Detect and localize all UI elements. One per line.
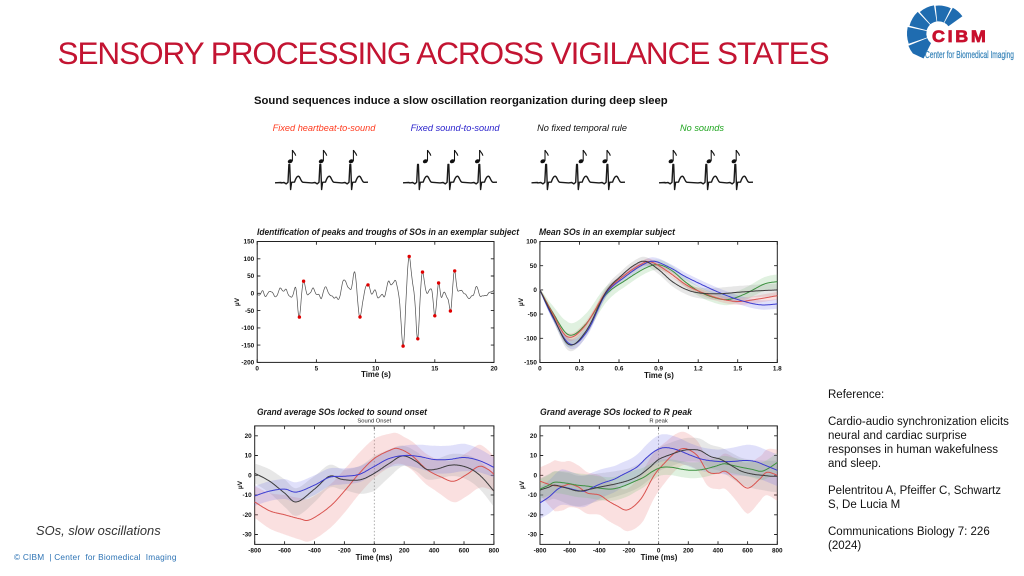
- svg-text:-200: -200: [338, 547, 351, 554]
- svg-text:0: 0: [248, 473, 252, 480]
- svg-text:15: 15: [431, 365, 439, 372]
- svg-text:0.3: 0.3: [575, 366, 584, 373]
- svg-text:µV: µV: [237, 480, 244, 489]
- svg-text:-400: -400: [593, 547, 606, 554]
- svg-text:-100: -100: [241, 325, 254, 332]
- svg-text:100: 100: [244, 256, 255, 263]
- svg-text:-30: -30: [528, 532, 538, 539]
- svg-text:-800: -800: [534, 547, 547, 554]
- svg-text:-30: -30: [242, 532, 252, 539]
- svg-text:600: 600: [459, 547, 470, 554]
- svg-text:Time (ms): Time (ms): [641, 553, 678, 562]
- svg-text:20: 20: [530, 433, 538, 440]
- svg-text:0.9: 0.9: [654, 366, 663, 373]
- svg-text:Grand average SOs locked to so: Grand average SOs locked to sound onset: [257, 406, 428, 417]
- svg-text:-20: -20: [242, 512, 252, 519]
- svg-text:50: 50: [247, 273, 255, 280]
- svg-text:-10: -10: [242, 492, 252, 499]
- svg-text:0: 0: [657, 547, 661, 554]
- svg-text:0.6: 0.6: [615, 366, 624, 373]
- svg-text:-50: -50: [245, 308, 255, 315]
- svg-text:1.2: 1.2: [694, 366, 703, 373]
- svg-text:Identification of peaks and tr: Identification of peaks and troughs of S…: [257, 226, 520, 237]
- svg-text:0: 0: [533, 287, 537, 294]
- svg-text:200: 200: [399, 547, 410, 554]
- svg-text:-200: -200: [241, 360, 254, 367]
- svg-text:0: 0: [538, 366, 542, 373]
- svg-text:0: 0: [533, 473, 537, 480]
- svg-text:200: 200: [683, 547, 694, 554]
- svg-text:400: 400: [429, 547, 440, 554]
- svg-text:Mean SOs in an exemplar subjec: Mean SOs in an exemplar subject: [539, 226, 676, 237]
- svg-text:-200: -200: [623, 547, 636, 554]
- svg-text:Time (s): Time (s): [644, 371, 674, 380]
- svg-text:Time (s): Time (s): [361, 370, 391, 379]
- svg-text:-600: -600: [278, 547, 291, 554]
- svg-text:100: 100: [526, 239, 537, 246]
- svg-text:µV: µV: [234, 297, 241, 306]
- svg-text:0: 0: [251, 291, 255, 298]
- svg-text:Sound Onset: Sound Onset: [357, 419, 391, 425]
- svg-text:0: 0: [255, 365, 259, 372]
- svg-text:600: 600: [742, 547, 753, 554]
- svg-text:150: 150: [244, 239, 255, 246]
- svg-text:-10: -10: [528, 492, 538, 499]
- svg-text:400: 400: [713, 547, 724, 554]
- svg-text:800: 800: [489, 547, 500, 554]
- svg-text:50: 50: [530, 263, 538, 270]
- svg-text:0: 0: [373, 547, 377, 554]
- svg-text:1.8: 1.8: [773, 366, 782, 373]
- svg-text:20: 20: [490, 365, 498, 372]
- svg-text:10: 10: [245, 453, 253, 460]
- svg-text:10: 10: [530, 453, 538, 460]
- svg-text:-800: -800: [248, 547, 261, 554]
- svg-text:5: 5: [315, 365, 319, 372]
- svg-text:µV: µV: [518, 297, 525, 306]
- svg-text:-20: -20: [528, 512, 538, 519]
- svg-text:-150: -150: [524, 360, 537, 367]
- svg-text:Grand average SOs locked to R: Grand average SOs locked to R peak: [540, 406, 693, 417]
- svg-text:µV: µV: [519, 480, 526, 489]
- svg-text:-600: -600: [563, 547, 576, 554]
- svg-text:-50: -50: [528, 311, 538, 318]
- svg-text:20: 20: [245, 433, 253, 440]
- svg-text:10: 10: [372, 365, 380, 372]
- svg-text:-400: -400: [308, 547, 321, 554]
- svg-text:R peak: R peak: [649, 419, 667, 425]
- svg-text:-150: -150: [241, 342, 254, 349]
- svg-text:800: 800: [772, 547, 783, 554]
- svg-text:1.5: 1.5: [733, 366, 742, 373]
- svg-text:Time (ms): Time (ms): [356, 553, 393, 562]
- svg-text:-100: -100: [524, 336, 537, 343]
